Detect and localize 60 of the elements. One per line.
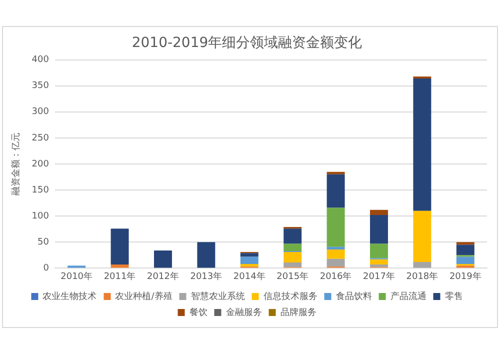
legend-label: 农业生物技术: [42, 290, 97, 302]
bar: [197, 242, 216, 268]
x-tick-label: 2019年: [449, 270, 482, 282]
x-tick-label: 2017年: [363, 270, 395, 282]
bar: [326, 174, 345, 208]
legend-label: 信息技术服务: [263, 290, 318, 302]
y-tick-label: 350: [32, 81, 50, 92]
y-tick-label: 100: [32, 211, 50, 222]
x-tick-label: 2012年: [147, 270, 179, 282]
bar: [413, 78, 432, 211]
bar: [370, 259, 388, 265]
y-tick-label: 250: [32, 133, 50, 144]
bar: [284, 228, 302, 244]
legend-label: 餐饮: [189, 306, 208, 318]
y-tick-label: 50: [38, 237, 50, 248]
x-tick-label: 2015年: [276, 270, 309, 282]
x-tick-label: 2016年: [320, 270, 352, 282]
legend-label: 农业种植/养殖: [115, 290, 172, 302]
bar: [326, 258, 345, 267]
x-tick-label: 2010年: [60, 270, 93, 282]
bar: [154, 250, 172, 268]
x-tick-label: 2013年: [190, 270, 222, 282]
y-tick-label: 0: [43, 264, 50, 274]
x-tick-label: 2011年: [104, 270, 136, 282]
bar: [326, 172, 345, 174]
bar: [326, 208, 345, 247]
y-axis-title: 融资金额：亿元: [10, 132, 22, 196]
bar: [413, 76, 432, 79]
bar: [370, 215, 388, 244]
bar: [284, 252, 302, 262]
bar: [284, 244, 302, 252]
y-tick-label: 400: [32, 55, 50, 66]
bar: [326, 246, 345, 250]
bar: [284, 262, 302, 268]
bar: [110, 228, 129, 265]
y-tick-label: 200: [32, 159, 50, 170]
bar: [240, 253, 258, 257]
bar: [413, 210, 432, 262]
y-tick-label: 300: [32, 107, 50, 118]
bar: [370, 244, 388, 258]
x-tick-label: 2014年: [233, 270, 266, 282]
chart-title: 2010-2019年细分领域融资金额变化: [132, 35, 362, 52]
bar: [456, 256, 474, 264]
legend-label: 食品饮料: [336, 290, 372, 302]
bar: [240, 264, 258, 267]
legend-label: 智慧农业系统: [190, 290, 245, 302]
legend-label: 品牌服务: [280, 306, 316, 318]
bar: [456, 242, 474, 245]
bar: [456, 244, 474, 256]
legend-label: 零售: [444, 290, 463, 302]
y-tick-label: 150: [32, 185, 50, 196]
bar: [326, 249, 345, 259]
bar: [413, 262, 432, 268]
x-tick-label: 2018年: [406, 270, 438, 282]
bar: [370, 264, 388, 268]
bar: [240, 256, 258, 264]
legend-label: 金融服务: [226, 306, 262, 318]
legend-label: 产品流通: [390, 290, 426, 302]
bar: [110, 264, 129, 268]
bar: [370, 210, 388, 216]
